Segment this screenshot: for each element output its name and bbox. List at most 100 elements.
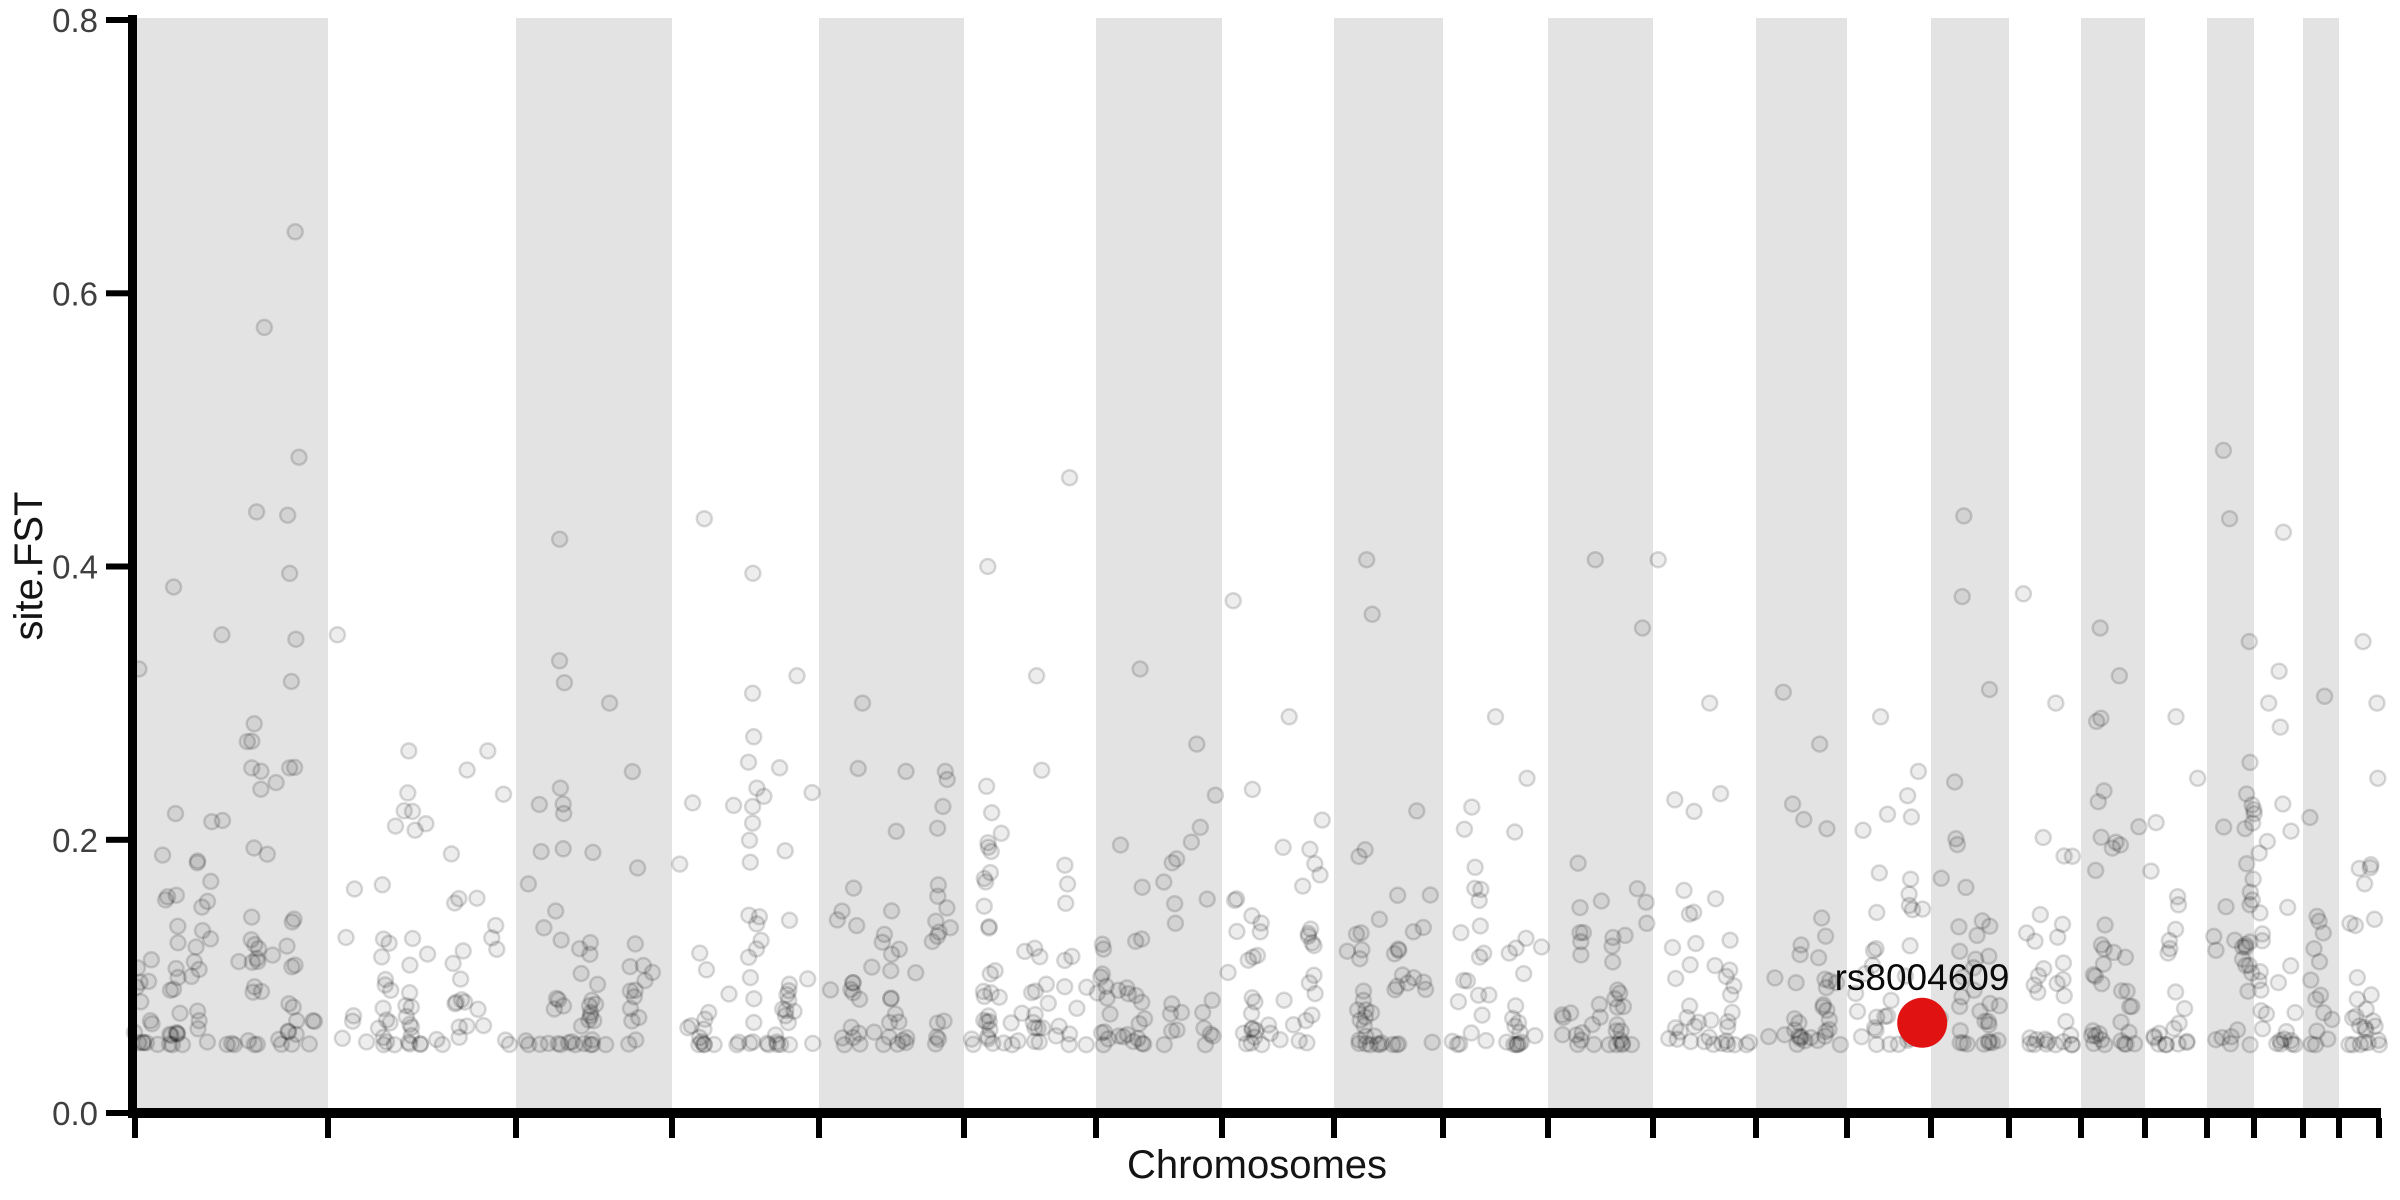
data-point: [547, 989, 566, 1008]
data-point: [621, 999, 640, 1018]
data-point: [768, 1033, 786, 1051]
data-point: [1820, 1011, 1839, 1029]
y-ticks-layer: 0.0 0.2 0.4 0.6 0.8: [52, 2, 128, 1132]
data-point: [1637, 893, 1655, 911]
data-point: [1182, 833, 1201, 851]
data-point: [1301, 840, 1319, 859]
data-point: [1976, 1012, 1994, 1031]
data-point: [1055, 977, 1074, 996]
data-point: [278, 937, 296, 955]
data-point: [1201, 1025, 1220, 1043]
data-point: [1975, 1035, 1993, 1053]
data-point: [272, 1035, 291, 1054]
data-point: [249, 939, 268, 958]
data-point: [1414, 918, 1433, 937]
data-point: [2340, 1035, 2358, 1054]
data-point: [2145, 1029, 2163, 1047]
data-point: [1553, 1025, 1572, 1044]
data-point: [1848, 1002, 1867, 1021]
data-point: [402, 998, 421, 1016]
data-point: [777, 1001, 795, 1020]
data-point: [1783, 795, 1802, 813]
data-point: [798, 970, 817, 988]
data-point: [2092, 709, 2110, 728]
data-point: [744, 564, 762, 583]
data-point: [2341, 914, 2359, 933]
chromosome-band: [1931, 18, 2009, 1108]
data-point: [2170, 1014, 2188, 1032]
data-point: [406, 821, 424, 839]
data-point: [2269, 973, 2288, 992]
data-point: [2036, 1030, 2054, 1049]
data-point: [1981, 917, 1999, 935]
data-point: [1717, 1032, 1735, 1050]
data-point: [2084, 1022, 2102, 1040]
data-point: [2063, 1035, 2081, 1054]
data-point: [1127, 986, 1145, 1005]
data-point: [2355, 1033, 2374, 1052]
data-point: [1470, 891, 1488, 910]
data-point: [1865, 1019, 1884, 1037]
data-point: [2226, 931, 2244, 949]
data-point: [1056, 856, 1074, 874]
x-axis-label: Chromosomes: [1127, 1143, 1387, 1187]
data-point: [486, 916, 505, 935]
data-point: [337, 928, 355, 947]
data-point: [1628, 879, 1647, 898]
data-point: [1613, 1035, 1632, 1054]
data-point: [747, 940, 766, 958]
data-point: [468, 889, 486, 907]
x-axis-line: [128, 1108, 2381, 1118]
data-point: [1191, 818, 1210, 837]
data-point: [287, 1012, 306, 1030]
snp-label: rs8004609: [1835, 957, 2010, 998]
data-point: [2142, 862, 2160, 880]
data-point: [1372, 1034, 1391, 1052]
data-point: [182, 967, 201, 986]
data-point: [2125, 1035, 2144, 1053]
data-point: [168, 1025, 187, 1043]
data-point: [1604, 928, 1622, 947]
data-point: [164, 578, 183, 596]
data-point: [554, 795, 572, 813]
data-point: [979, 1007, 998, 1025]
data-point: [549, 990, 568, 1009]
data-point: [2150, 1035, 2168, 1053]
data-point: [1878, 805, 1897, 823]
data-point: [137, 1034, 156, 1052]
data-point: [1356, 841, 1374, 859]
data-point: [2057, 1012, 2075, 1031]
data-point: [833, 1029, 852, 1047]
data-point: [249, 952, 267, 971]
data-point: [2359, 1034, 2377, 1052]
data-point: [1689, 1013, 1708, 1032]
data-point: [1517, 929, 1535, 948]
data-point: [1675, 881, 1693, 900]
data-point: [402, 1026, 421, 1045]
data-point: [1909, 762, 1928, 781]
data-point: [445, 894, 464, 912]
data-point: [1165, 894, 1184, 913]
chromosome-band: [135, 18, 328, 1108]
data-point: [166, 804, 185, 823]
data-point: [1234, 1024, 1253, 1042]
data-point: [1188, 735, 1206, 753]
data-point: [1964, 959, 1983, 977]
data-point: [625, 988, 644, 1006]
data-point: [1219, 963, 1237, 982]
data-point: [1474, 944, 1493, 963]
data-point: [417, 814, 435, 833]
chromosome-band: [1334, 18, 1443, 1108]
data-point: [2178, 1032, 2196, 1051]
data-point: [2092, 1031, 2111, 1049]
data-point: [1808, 1031, 1827, 1050]
data-point: [532, 842, 550, 861]
data-point: [771, 1035, 790, 1054]
data-point: [2233, 950, 2252, 968]
data-point: [1093, 965, 1112, 983]
data-point: [2240, 632, 2259, 651]
data-point: [411, 1035, 430, 1054]
data-point: [451, 970, 470, 988]
data-point: [552, 931, 570, 949]
data-point: [551, 779, 570, 797]
